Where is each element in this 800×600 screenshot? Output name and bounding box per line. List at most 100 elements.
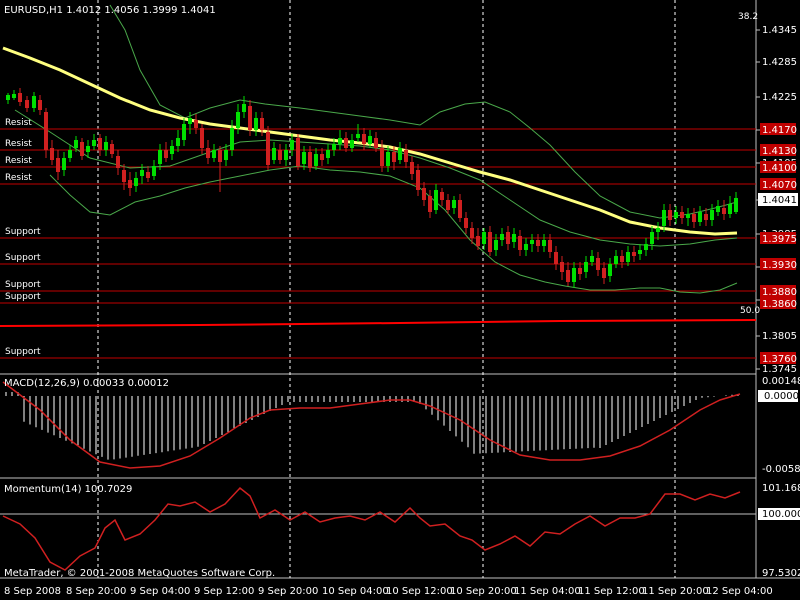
candle-body <box>446 200 450 210</box>
candle-body <box>644 244 648 250</box>
candle-body <box>698 212 702 222</box>
level-tag-bg <box>760 144 796 156</box>
candle-body <box>104 142 108 150</box>
candle-body <box>578 268 582 274</box>
candle-body <box>266 132 270 165</box>
candle-body <box>302 152 306 164</box>
candle-body <box>116 156 120 168</box>
time-axis: 8 Sep 2008 8 Sep 20:00 9 Sep 04:00 9 Sep 12… <box>4 586 773 597</box>
candle-body <box>320 154 324 160</box>
level-tag: 1.4070 <box>762 180 797 191</box>
level-label: Support <box>5 347 41 357</box>
candle-body <box>176 138 180 146</box>
trend-line <box>0 319 757 327</box>
level-tag-bg <box>760 285 796 297</box>
level-tags: 1.4170 1.4130 1.4100 1.4070 1.3975 1.3930 1.38… <box>760 123 797 365</box>
fib-level-label: 50.0 <box>740 306 760 316</box>
candle-body <box>692 214 696 222</box>
candle-body <box>248 106 252 130</box>
level-label: Support <box>5 280 41 290</box>
candle-body <box>476 236 480 246</box>
candle-body <box>236 112 240 128</box>
candles <box>6 88 738 288</box>
copyright-text: MetaTrader, © 2001-2008 MetaQuotes Softw… <box>4 568 275 579</box>
candle-body <box>620 256 624 262</box>
candle-body <box>80 142 84 156</box>
time-label: 8 Sep 2008 <box>4 586 61 597</box>
candle-body <box>344 138 348 148</box>
candle-body <box>728 204 732 214</box>
macd-axis: 0.00148 0.0000 -0.0058 <box>758 376 800 475</box>
candle-body <box>548 240 552 252</box>
candle-body <box>710 210 714 220</box>
candle-body <box>464 218 468 228</box>
level-tag-bg <box>760 297 796 309</box>
candle-body <box>566 270 570 282</box>
candle-body <box>398 148 402 160</box>
candle-body <box>662 210 666 226</box>
candle-body <box>668 210 672 220</box>
candle-body <box>134 178 138 186</box>
candle-body <box>542 240 546 246</box>
candle-body <box>188 118 192 124</box>
candle-body <box>92 140 96 146</box>
candle-body <box>224 150 228 160</box>
level-label: Resist <box>5 139 32 149</box>
price-tick: 1.4345 <box>762 25 797 36</box>
candle-body <box>494 240 498 250</box>
candle-body <box>482 232 486 244</box>
candle-body <box>140 170 144 176</box>
price-tick: 1.4285 <box>762 57 797 68</box>
candle-body <box>374 138 378 148</box>
candle-body <box>56 158 60 172</box>
time-label: 10 Sep 04:00 <box>322 586 389 597</box>
candle-body <box>536 240 540 246</box>
current-price-tag: 1.4041 <box>758 193 798 206</box>
candle-body <box>164 150 168 158</box>
candle-body <box>218 150 222 162</box>
macd-tick-bottom: -0.0058 <box>762 464 800 475</box>
candle-body <box>278 150 282 160</box>
candle-body <box>122 170 126 182</box>
price-tick: 1.3745 <box>762 364 797 375</box>
candle-body <box>50 148 54 160</box>
momentum-tick-top: 101.1686 <box>762 483 800 494</box>
candle-body <box>572 268 576 282</box>
price-tick: 1.4225 <box>762 92 797 103</box>
level-label: Support <box>5 292 41 302</box>
candle-body <box>638 250 642 254</box>
macd-tick-top: 0.00148 <box>762 376 800 387</box>
candle-body <box>284 150 288 160</box>
candle-body <box>584 262 588 272</box>
candle-body <box>440 192 444 200</box>
candle-body <box>170 146 174 154</box>
candle-body <box>380 148 384 166</box>
level-tag: 1.3760 <box>762 354 797 365</box>
candle-body <box>554 252 558 264</box>
candle-body <box>500 234 504 240</box>
time-label: 9 Sep 04:00 <box>130 586 190 597</box>
candle-body <box>194 120 198 128</box>
time-label: 11 Sep 20:00 <box>642 586 709 597</box>
macd-tick-zero: 0.0000 <box>764 391 799 402</box>
level-tag: 1.3860 <box>762 299 797 310</box>
momentum-title: Momentum(14) 100.7029 <box>4 484 132 495</box>
chart-symbol-line: EURUSD,H1 1.4012 1.4056 1.3999 1.4041 <box>4 5 216 16</box>
candle-body <box>614 256 618 264</box>
candle-body <box>506 232 510 244</box>
level-label: Resist <box>5 118 32 128</box>
candle-body <box>452 200 456 208</box>
candle-body <box>62 158 66 170</box>
candle-body <box>308 152 312 168</box>
candle-body <box>416 170 420 190</box>
candle-body <box>32 96 36 108</box>
momentum-axis: 101.1686 100.0000 97.5302 <box>758 483 800 579</box>
time-label: 9 Sep 20:00 <box>258 586 318 597</box>
time-label: 10 Sep 12:00 <box>386 586 453 597</box>
candle-body <box>272 148 276 160</box>
candle-body <box>434 190 438 210</box>
candle-body <box>242 104 246 112</box>
time-label: 11 Sep 04:00 <box>514 586 581 597</box>
candle-body <box>428 196 432 212</box>
